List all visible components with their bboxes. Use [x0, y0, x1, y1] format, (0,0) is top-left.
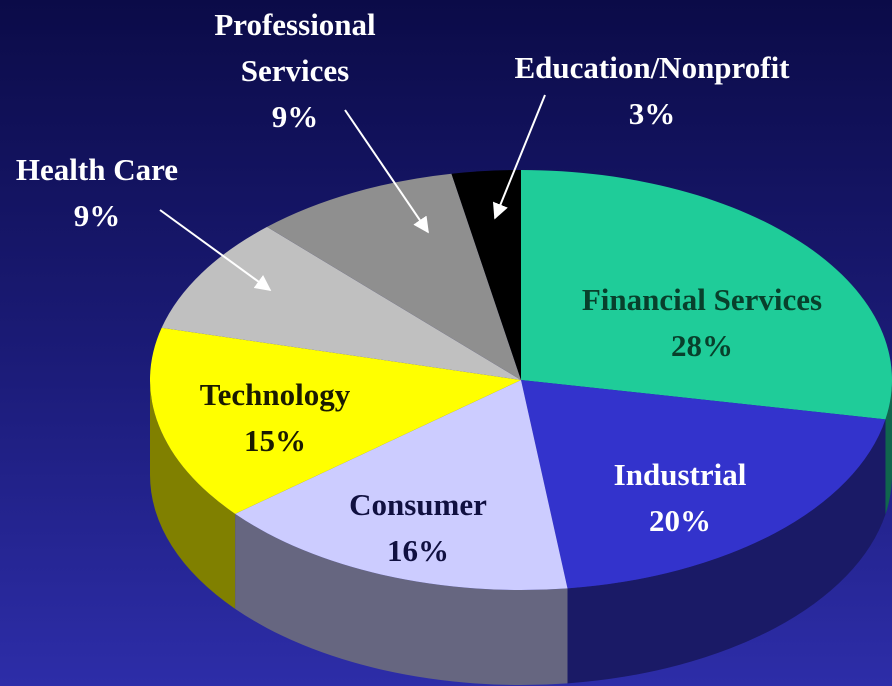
value-label: 28%: [671, 328, 733, 363]
value-label: 9%: [271, 99, 319, 134]
slice: [521, 170, 892, 420]
category-name: Professional Services: [214, 7, 376, 88]
value-label: 16%: [387, 533, 449, 568]
slice: [451, 170, 521, 380]
slice: [161, 226, 521, 380]
value-label: 20%: [649, 503, 711, 538]
category-name: Consumer: [349, 487, 487, 522]
slice-label: Consumer 16%: [268, 482, 568, 574]
category-name: Financial Services: [581, 282, 823, 317]
category-name: Technology: [199, 377, 351, 412]
category-name: Education/Nonprofit: [514, 50, 790, 85]
slice-side: [885, 380, 892, 515]
leader-arrow: [344, 109, 429, 234]
value-label: 9%: [73, 198, 121, 233]
category-name: Industrial: [613, 457, 747, 492]
slice-label: Education/Nonprofit 3%: [452, 45, 852, 137]
value-label: 3%: [628, 96, 676, 131]
slice: [521, 380, 886, 589]
slice-label: Professional Services 9%: [185, 2, 405, 140]
slice-side: [150, 380, 236, 609]
slice: [267, 173, 521, 380]
slice: [235, 380, 568, 591]
slice-label: Financial Services 28%: [502, 277, 892, 369]
leader-arrow: [159, 209, 272, 291]
value-label: 15%: [244, 423, 306, 458]
category-name: Health Care: [15, 152, 179, 187]
slice-side: [567, 419, 886, 684]
slice-label: Technology 15%: [125, 372, 425, 464]
slice-label: Industrial 20%: [530, 452, 830, 544]
slice-label: Health Care 9%: [0, 147, 247, 239]
slice-side: [235, 513, 568, 686]
leader-arrow: [493, 94, 546, 220]
slice: [149, 327, 521, 514]
